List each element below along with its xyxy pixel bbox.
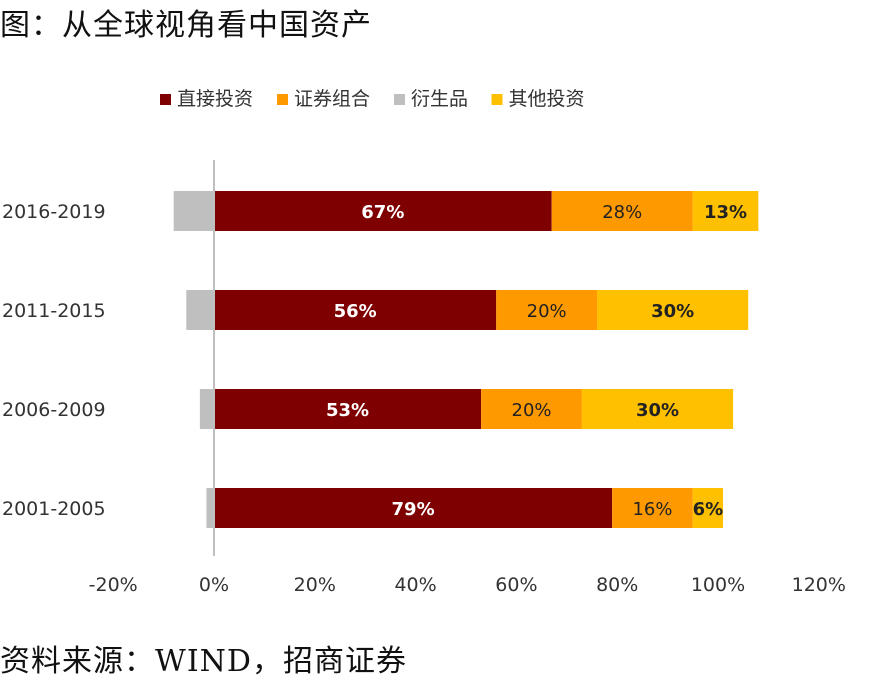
legend-label: 直接投资: [177, 88, 253, 110]
legend-swatch: [394, 94, 405, 105]
x-tick-label: 80%: [596, 574, 638, 596]
data-label-series-0-2001-2005: 79%: [392, 499, 435, 520]
bar-series-0-2006-2009: [214, 389, 482, 429]
source-note: 资料来源：WIND，招商证券: [0, 644, 407, 679]
bar-row-2016-2019: 67% 28% 13%: [173, 191, 759, 231]
x-tick-label: 60%: [495, 574, 537, 596]
x-axis-tick-labels: -20% 0% 20% 40% 60% 80% 100% 120%: [89, 574, 846, 596]
legend-item-series-2: 衍生品: [394, 88, 468, 110]
bar-series-3-2001-2005: [692, 488, 724, 528]
bar-row-2011-2015: 56% 20% 30%: [186, 290, 749, 330]
bar-series-1-2011-2015: [496, 290, 598, 330]
legend-label: 证券组合: [294, 88, 370, 110]
bar-series-1-2006-2009: [481, 389, 582, 429]
x-tick-label: 100%: [691, 574, 745, 596]
bar-series-0-2011-2015: [214, 290, 497, 330]
bar-series-2-2001-2005: [206, 488, 214, 528]
data-label-series-3-2011-2015: 30%: [651, 301, 694, 322]
x-tick-label: 0%: [199, 574, 229, 596]
data-label-series-1-2001-2005: 16%: [632, 499, 672, 520]
page-title: 图：从全球视角看中国资产: [0, 8, 372, 43]
bar-series-0-2001-2005: [214, 488, 613, 528]
bar-series-3-2006-2009: [581, 389, 734, 429]
data-label-series-3-2006-2009: 30%: [636, 400, 679, 421]
x-tick-label: -20%: [89, 574, 138, 596]
legend-item-series-0: 直接投资: [160, 88, 253, 110]
bar-series-3-2016-2019: [692, 191, 759, 231]
bar-series-1-2001-2005: [612, 488, 693, 528]
chart-legend: 直接投资 证券组合 衍生品 其他投资: [160, 88, 585, 110]
legend-swatch: [491, 94, 503, 105]
bar-series-3-2011-2015: [597, 290, 749, 330]
bar-series-1-2016-2019: [551, 191, 693, 231]
data-label-series-1-2011-2015: 20%: [527, 301, 567, 322]
legend-item-series-3: 其他投资: [491, 88, 585, 110]
bar-row-2001-2005: 79% 16% 6%: [206, 488, 723, 528]
category-label: 2001-2005: [2, 498, 106, 520]
data-label-series-1-2016-2019: 28%: [602, 202, 642, 223]
bar-series-0-2016-2019: [214, 191, 552, 231]
data-label-series-1-2006-2009: 20%: [512, 400, 552, 421]
x-tick-label: 120%: [792, 574, 846, 596]
data-label-series-0-2016-2019: 67%: [361, 202, 404, 223]
legend-swatch: [277, 94, 288, 105]
chart-bars: 67% 28% 13% 56% 20% 30% 53% 20% 30% 79% 16% 6%: [173, 191, 759, 528]
legend-swatch: [160, 94, 171, 105]
x-tick-label: 20%: [294, 574, 336, 596]
category-labels: 2016-2019 2011-2015 2006-2009 2001-2005: [2, 201, 106, 520]
data-label-series-3-2001-2005: 6%: [693, 499, 724, 520]
legend-label: 衍生品: [411, 88, 468, 110]
category-label: 2006-2009: [2, 399, 106, 421]
data-label-series-0-2006-2009: 53%: [326, 400, 369, 421]
bar-series-2-2006-2009: [199, 389, 214, 429]
bar-series-2-2016-2019: [173, 191, 214, 231]
data-label-series-0-2011-2015: 56%: [334, 301, 377, 322]
x-tick-label: 40%: [394, 574, 436, 596]
bar-row-2006-2009: 53% 20% 30%: [199, 389, 734, 429]
category-label: 2011-2015: [2, 300, 106, 322]
legend-item-series-1: 证券组合: [277, 88, 370, 110]
legend-label: 其他投资: [509, 88, 585, 110]
category-label: 2016-2019: [2, 201, 106, 223]
bar-series-2-2011-2015: [186, 290, 214, 330]
data-label-series-3-2016-2019: 13%: [704, 202, 747, 223]
